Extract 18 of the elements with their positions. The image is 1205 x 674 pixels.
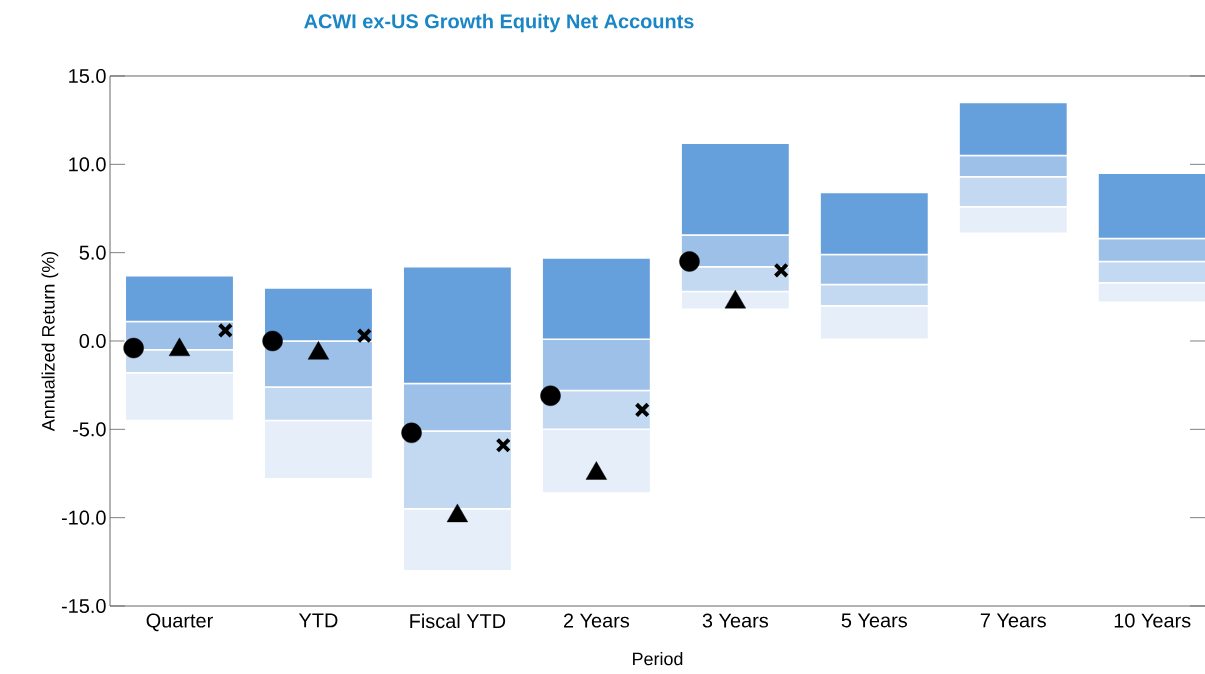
y-tick-label: -5.0: [73, 422, 106, 437]
x-tick-label: 5 Years: [841, 613, 907, 628]
x-axis-title: Period: [633, 652, 683, 666]
x-tick-label: Fiscal YTD: [410, 613, 506, 629]
x-tick-label: 2 Years: [563, 613, 630, 628]
y-tick-label: 15.0: [69, 68, 106, 84]
x-tick-label: 10 Years: [1114, 613, 1191, 628]
y-axis-title: Annualized Return (%): [41, 251, 59, 432]
y-tick-label: 10.0: [69, 157, 106, 172]
x-tick-label: YTD: [298, 613, 338, 628]
y-tick-label: 5.0: [79, 245, 106, 260]
y-tick-label: -10.0: [61, 510, 106, 525]
chart-title: ACWI ex-US Growth Equity Net Accounts: [304, 13, 694, 33]
x-tick-label: 7 Years: [980, 613, 1046, 628]
y-tick-label: 0.0: [79, 333, 106, 349]
y-tick-label: -15.0: [61, 598, 106, 614]
x-tick-label: 3 Years: [702, 613, 769, 628]
x-tick-label: Quarter: [146, 613, 213, 632]
